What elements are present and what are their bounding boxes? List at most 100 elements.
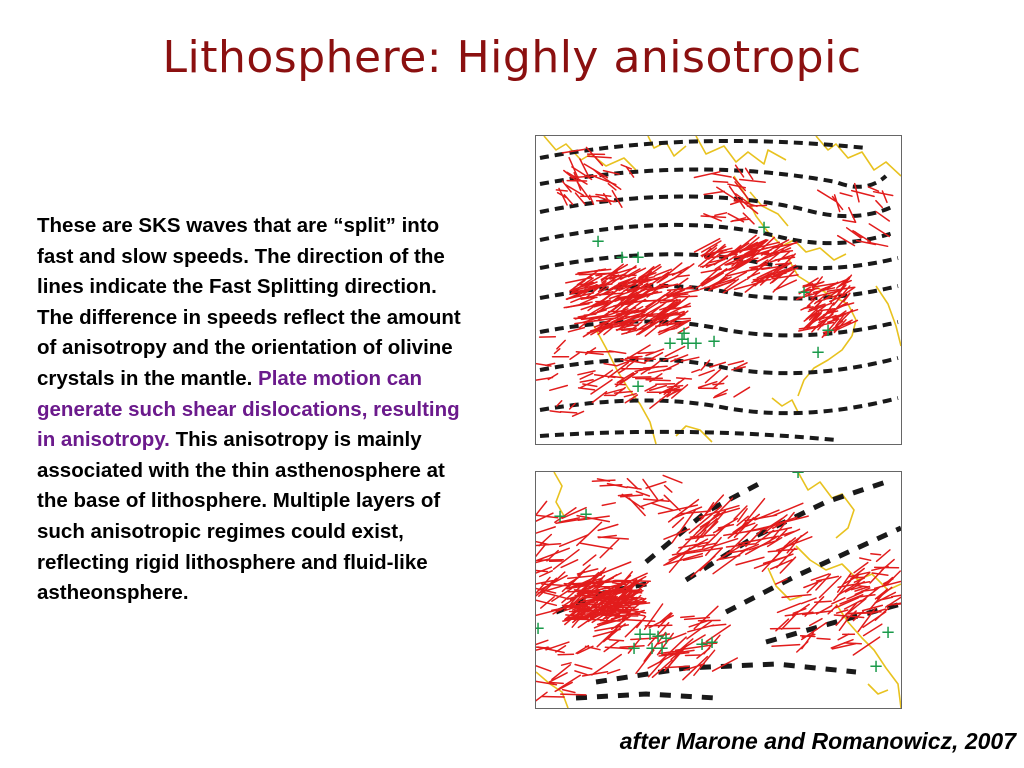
coastline [695,136,787,165]
coastline [875,285,901,347]
splitting-measurement [663,494,681,512]
splitting-measurement [667,498,700,523]
splitting-measurement [693,171,721,179]
splitting-measurement [630,637,659,641]
station-marker: + [630,376,645,397]
splitting-measurement [600,263,629,281]
splitting-measurement [641,299,673,302]
splitting-measurement [833,614,865,619]
splitting-measurement [776,262,792,272]
splitting-measurement [624,394,639,404]
station-marker: + [796,282,811,303]
splitting-measurement [839,594,864,605]
splitting-measurement [597,536,630,540]
splitting-measurement [601,273,616,284]
splitting-measurement [766,536,783,548]
splitting-measurement [580,301,604,311]
splitting-measurement [691,368,701,374]
splitting-measurement [663,528,691,540]
splitting-measurement [593,302,609,308]
splitting-measurement [802,277,819,288]
splitting-measurement [712,180,729,183]
splitting-measurement [811,311,820,322]
splitting-measurement [538,570,553,578]
splitting-measurement [575,351,604,356]
splitting-measurement [641,301,667,322]
splitting-measurement [796,640,809,653]
splitting-measurement [536,500,548,517]
splitting-measurement [811,280,825,287]
splitting-measurement [627,637,642,654]
splitting-measurement [647,659,665,678]
splitting-measurement [641,294,666,313]
splitting-measurement [819,313,833,325]
splitting-measurement [837,279,852,288]
splitting-measurement [580,296,595,301]
splitting-measurement [604,590,620,601]
splitting-measurement [603,362,617,367]
splitting-measurement [536,526,556,534]
splitting-measurement [671,548,704,556]
model-fast-axis [539,396,899,416]
splitting-measurement [704,274,720,281]
splitting-measurement [544,362,556,367]
splitting-measurement [826,286,855,292]
splitting-measurement [666,287,694,292]
splitting-measurement [568,156,580,181]
splitting-measurement [700,240,722,253]
splitting-measurement [623,314,647,329]
splitting-measurement [807,276,823,296]
model-fast-axis [724,525,901,615]
splitting-measurement [711,245,727,256]
splitting-measurement [670,354,689,363]
splitting-measurement [680,356,700,362]
splitting-measurement [577,387,596,391]
splitting-measurement [585,146,604,167]
splitting-measurement [543,591,569,600]
splitting-measurement [670,386,680,391]
splitting-measurement [649,384,668,392]
splitting-measurement [773,242,798,249]
splitting-measurement [541,695,565,698]
splitting-measurement [831,597,846,605]
splitting-measurement [703,634,721,655]
splitting-measurement [597,274,620,293]
splitting-measurement [855,584,869,588]
splitting-measurement [698,504,740,518]
splitting-measurement [597,523,619,532]
splitting-measurement [579,379,594,383]
splitting-measurement [708,274,728,292]
splitting-measurement [697,542,718,548]
splitting-measurement [576,568,599,575]
splitting-measurement [571,614,583,628]
splitting-measurement [698,369,715,377]
splitting-measurement [712,375,729,390]
splitting-measurement [570,174,598,179]
splitting-measurement [808,617,823,627]
model-fast-axis [539,167,888,189]
splitting-measurement [662,362,680,372]
splitting-measurement [797,292,819,300]
splitting-measurement [830,638,854,649]
coastline [797,472,855,539]
splitting-measurement [681,547,724,555]
splitting-measurement [603,639,620,653]
splitting-measurement [607,182,617,191]
splitting-measurement [700,215,727,219]
splitting-measurement [798,326,819,332]
splitting-measurement [549,681,564,685]
splitting-measurement [605,321,624,327]
splitting-measurement [872,608,887,614]
splitting-measurement [536,606,568,617]
splitting-measurement [671,508,697,544]
splitting-measurement [869,568,885,584]
splitting-measurement [667,295,681,303]
splitting-measurement [702,524,727,549]
station-marker: + [820,320,835,341]
splitting-measurement [560,662,572,666]
splitting-measurement [554,507,577,524]
splitting-measurement [810,573,830,581]
splitting-measurement [733,279,767,291]
splitting-measurement [563,169,577,181]
splitting-measurement [537,584,567,594]
